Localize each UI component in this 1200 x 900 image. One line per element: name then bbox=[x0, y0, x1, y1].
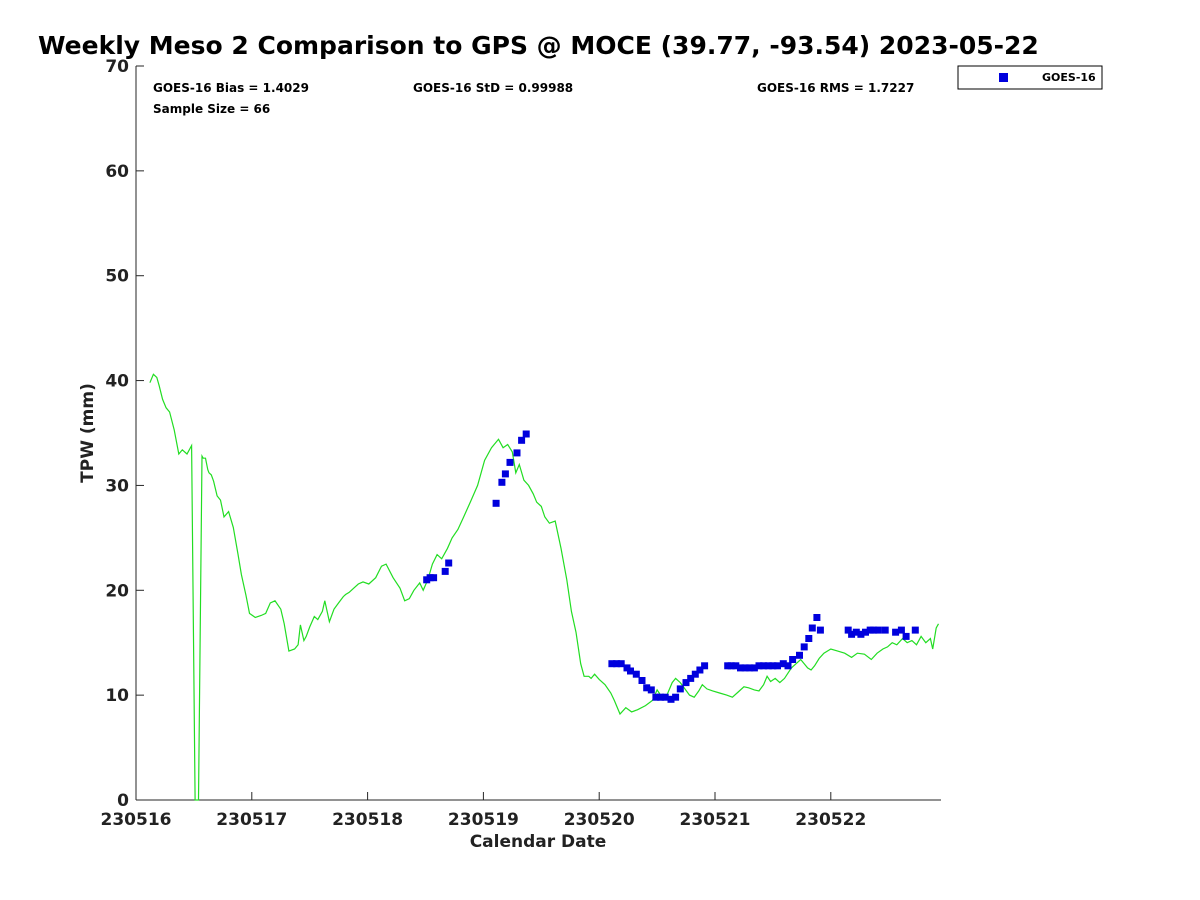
data-point-goes16 bbox=[816, 626, 824, 634]
data-point-goes16 bbox=[676, 685, 684, 693]
data-point-goes16 bbox=[760, 662, 768, 670]
x-tick-label: 230519 bbox=[448, 810, 519, 830]
data-point-goes16 bbox=[441, 567, 449, 575]
series-line-gps bbox=[149, 373, 940, 801]
data-point-goes16 bbox=[800, 643, 808, 651]
data-point-goes16 bbox=[647, 686, 655, 694]
data-point-goes16 bbox=[902, 632, 910, 640]
data-point-goes16 bbox=[701, 662, 709, 670]
data-point-goes16 bbox=[764, 662, 772, 670]
legend-marker bbox=[999, 73, 1008, 82]
data-point-goes16 bbox=[506, 458, 514, 466]
std-stat: GOES-16 StD = 0.99988 bbox=[413, 81, 573, 95]
data-point-goes16 bbox=[844, 626, 852, 634]
x-tick-label: 230522 bbox=[795, 810, 866, 830]
data-point-goes16 bbox=[741, 664, 749, 672]
data-point-goes16 bbox=[652, 693, 660, 701]
plot-area: 0 10 20 30 40 50 60 70 230516 230517 230518 230519 2… bbox=[101, 57, 941, 830]
data-point-goes16 bbox=[727, 662, 735, 670]
data-point-goes16 bbox=[682, 679, 690, 687]
data-point-goes16 bbox=[813, 614, 821, 621]
data-point-goes16 bbox=[513, 449, 521, 457]
data-point-goes16 bbox=[779, 660, 787, 668]
x-tick-label: 230521 bbox=[680, 810, 751, 830]
data-point-goes16 bbox=[492, 499, 500, 507]
data-point-goes16 bbox=[874, 626, 882, 634]
y-tick-label: 60 bbox=[105, 162, 129, 182]
data-point-goes16 bbox=[848, 630, 856, 638]
y-tick-label: 30 bbox=[105, 476, 129, 496]
data-point-goes16 bbox=[774, 662, 781, 670]
data-point-goes16 bbox=[857, 630, 865, 638]
data-point-goes16 bbox=[892, 628, 900, 636]
data-point-goes16 bbox=[657, 693, 665, 701]
y-tick-label: 10 bbox=[105, 686, 129, 706]
rms-stat: GOES-16 RMS = 1.7227 bbox=[757, 81, 914, 95]
data-point-goes16 bbox=[498, 478, 506, 486]
data-point-goes16 bbox=[643, 684, 651, 692]
data-point-goes16 bbox=[518, 436, 526, 444]
data-point-goes16 bbox=[608, 660, 616, 668]
data-point-goes16 bbox=[661, 693, 669, 701]
chart-title: Weekly Meso 2 Comparison to GPS @ MOCE (… bbox=[38, 31, 1039, 60]
data-point-goes16 bbox=[897, 626, 905, 634]
data-point-goes16 bbox=[613, 660, 621, 668]
y-tick-label: 20 bbox=[105, 581, 129, 601]
legend: GOES-16 bbox=[957, 65, 1103, 90]
data-point-goes16 bbox=[501, 470, 509, 478]
data-point-goes16 bbox=[672, 693, 680, 701]
x-tick-label: 230516 bbox=[101, 810, 172, 830]
data-point-goes16 bbox=[691, 670, 699, 678]
data-point-goes16 bbox=[617, 660, 625, 668]
x-axis-label: Calendar Date bbox=[470, 832, 607, 852]
data-point-goes16 bbox=[627, 667, 634, 675]
data-point-goes16 bbox=[789, 656, 797, 663]
data-point-goes16 bbox=[769, 662, 777, 670]
y-tick-label: 70 bbox=[105, 57, 129, 77]
y-tick-label: 0 bbox=[117, 791, 129, 811]
data-point-goes16 bbox=[911, 626, 919, 634]
x-tick-label: 230520 bbox=[564, 810, 635, 830]
data-point-goes16 bbox=[808, 624, 816, 632]
data-point-goes16 bbox=[746, 664, 754, 672]
data-point-goes16 bbox=[852, 628, 860, 636]
data-point-goes16 bbox=[784, 662, 792, 670]
legend-box bbox=[957, 65, 1103, 90]
data-point-goes16 bbox=[522, 430, 530, 438]
data-point-goes16 bbox=[796, 651, 803, 659]
data-point-goes16 bbox=[696, 666, 704, 674]
data-point-goes16 bbox=[737, 664, 744, 672]
data-point-goes16 bbox=[805, 635, 813, 642]
legend-entry-goes16: GOES-16 bbox=[1042, 71, 1096, 84]
data-point-goes16 bbox=[870, 626, 878, 634]
bias-stat: GOES-16 Bias = 1.4029 bbox=[153, 81, 309, 95]
y-axis-label: TPW (mm) bbox=[78, 383, 98, 483]
y-tick-label: 40 bbox=[105, 372, 129, 392]
data-point-goes16 bbox=[862, 628, 869, 636]
data-point-goes16 bbox=[430, 574, 438, 582]
data-point-goes16 bbox=[638, 677, 646, 684]
data-point-goes16 bbox=[755, 662, 763, 670]
x-tick-label: 230517 bbox=[216, 810, 287, 830]
y-tick-label: 50 bbox=[105, 267, 129, 287]
data-point-goes16 bbox=[632, 670, 640, 678]
data-point-goes16 bbox=[732, 662, 740, 670]
data-point-goes16 bbox=[687, 674, 695, 682]
data-point-goes16 bbox=[445, 559, 453, 567]
x-tick-label: 230518 bbox=[332, 810, 403, 830]
data-point-goes16 bbox=[881, 626, 889, 634]
data-point-goes16 bbox=[667, 695, 675, 703]
sample-size-stat: Sample Size = 66 bbox=[153, 102, 270, 116]
data-point-goes16 bbox=[750, 664, 758, 672]
